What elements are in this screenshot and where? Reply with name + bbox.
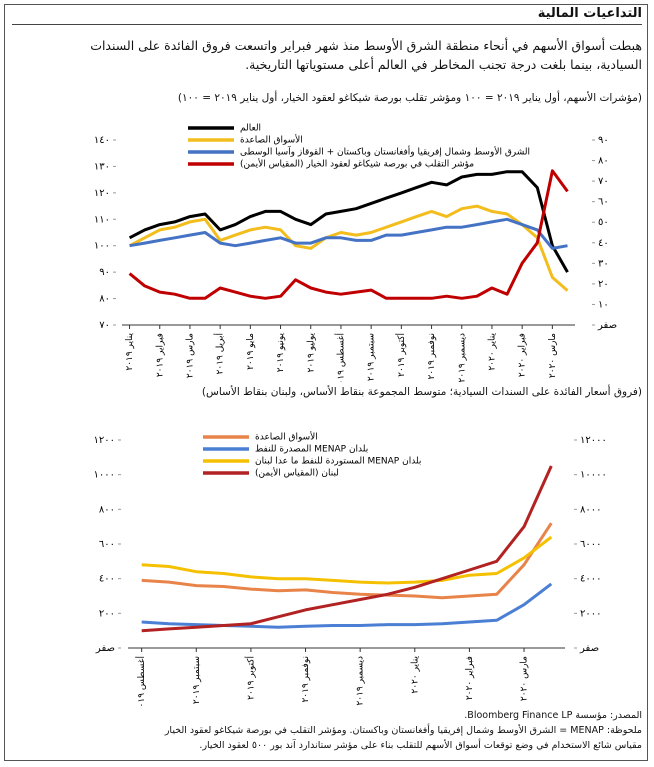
legend-label: بلدان MENAP المستوردة للنفط ما عدا لبنان xyxy=(255,457,421,467)
x-tick-label: يونيو ٢٠١٩ xyxy=(276,333,286,373)
y-tick-label: ٦٠٠ xyxy=(99,539,115,550)
x-tick-label: ديسمبر ٢٠١٩ xyxy=(356,656,366,706)
x-tick-label: أغسطس ٢٠١٩ xyxy=(334,333,346,382)
y2-tick-label: ٨٠ xyxy=(598,156,609,167)
legend-label: بلدان MENAP المصدرة للنفط xyxy=(255,445,368,455)
source: المصدر: مؤسسة Bloomberg Finance LP. xyxy=(464,710,642,721)
y2-tick-label: صفر xyxy=(579,643,599,654)
series-line xyxy=(129,217,568,250)
title: التداعيات المالية xyxy=(12,6,642,25)
chart: ٧٠ ٨٠ ٩٠ ١٠٠ ١١٠ ١٢٠ ١٣٠ ١٤٠ صفر ١٠ ٢٠ ٣٠ ٤٠ ٥٠ ٦٠ ٧٠ ٨٠… xyxy=(94,124,617,383)
x-tick-label: يوليو ٢٠١٩ xyxy=(306,333,316,373)
paragraph-line: السيادية، بينما بلغت درجة تجنب المخاطر ف… xyxy=(245,57,642,72)
series-line xyxy=(128,204,569,292)
x-tick-label: نوفمبر ٢٠١٩ xyxy=(301,656,311,703)
x-tick-label: أبريل ٢٠١٩ xyxy=(214,333,226,375)
x-tick-label: يناير ٢٠٢٠ xyxy=(410,656,420,694)
chart: صفر ٢٠٠ ٤٠٠ ٦٠٠ ٨٠٠ ١٠٠٠ ١٢٠٠ صفر ٢٠٠٠ ٤٠٠٠ ٦٠٠٠ ٨٠… xyxy=(94,431,607,709)
paragraph-line: هبطت أسواق الأسهم في أنحاء منطقة الشرق ا… xyxy=(90,38,642,53)
series-line xyxy=(128,170,569,273)
legend-label: العالم xyxy=(240,124,261,134)
y2-tick-label: ٦٠٠٠ xyxy=(580,539,601,550)
y-tick-label: ١١٠ xyxy=(94,214,110,225)
y-tick-label: ٨٠٠ xyxy=(99,504,115,515)
paragraph: هبطت أسواق الأسهم في أنحاء منطقة الشرق ا… xyxy=(12,36,642,74)
series-line xyxy=(128,169,569,300)
y-tick-label: ٢٠٠ xyxy=(99,608,115,619)
y2-tick-label: ١٠٠٠٠ xyxy=(580,470,607,481)
y2-tick-label: ١٢٠٠٠ xyxy=(580,435,607,446)
legend-label: مؤشر التقلب في بورصة شيكاغو لعقود الخيار… xyxy=(240,158,474,170)
y-tick-label: صفر xyxy=(95,643,115,654)
legend-label: الأسواق الصاعدة xyxy=(255,431,318,443)
y-tick-label: ٩٠ xyxy=(99,267,110,278)
x-tick-label: يناير ٢٠١٩ xyxy=(125,333,135,371)
x-tick-label: أكتوبر ٢٠١٩ xyxy=(395,333,407,377)
y-tick-label: ١٢٠ xyxy=(94,188,110,199)
y-tick-label: ١٠٠ xyxy=(94,241,110,252)
y-tick-label: ٨٠ xyxy=(99,294,110,305)
x-tick-label: نوفمبر ٢٠١٩ xyxy=(427,333,437,380)
series-line xyxy=(141,535,553,585)
y-tick-label: ١٠٠٠ xyxy=(94,470,115,481)
y2-tick-label: صفر xyxy=(597,320,617,331)
x-tick-label: مارس ٢٠٢٠ xyxy=(548,333,558,378)
y-tick-label: ١٤٠ xyxy=(94,135,110,146)
x-tick-label: سبتمبر ٢٠١٩ xyxy=(367,333,377,381)
y-tick-label: ٤٠٠ xyxy=(99,574,115,585)
y2-tick-label: ٣٠ xyxy=(598,258,609,269)
chart-subtitle: (مؤشرات الأسهم، أول يناير ٢٠١٩ = ١٠٠ ومؤ… xyxy=(177,92,642,104)
x-tick-label: فبراير ٢٠٢٠ xyxy=(518,333,528,377)
footer: المصدر: مؤسسة Bloomberg Finance LP. ملحو… xyxy=(12,708,642,753)
y2-tick-label: ٢٠٠٠ xyxy=(580,608,601,619)
legend-label: الشرق الأوسط وشمال إفريقيا وأفغانستان وب… xyxy=(240,146,530,158)
y-tick-label: ٧٠ xyxy=(99,320,110,331)
x-tick-label: فبراير ٢٠١٩ xyxy=(155,333,165,377)
chart-subtitle: (فروق أسعار الفائدة على السندات السيادية… xyxy=(201,386,642,398)
series-line xyxy=(141,582,553,629)
y2-tick-label: ٧٠ xyxy=(598,176,609,187)
y2-tick-label: ٨٠٠٠ xyxy=(580,504,601,515)
x-tick-label: مارس ٢٠١٩ xyxy=(185,333,195,378)
series-line xyxy=(141,522,553,600)
x-tick-label: ديسمبر ٢٠١٩ xyxy=(457,333,467,382)
y2-tick-label: ٩٠ xyxy=(598,135,609,146)
y2-tick-label: ١٠ xyxy=(598,299,609,310)
x-tick-label: أغسطس ٢٠١٩ xyxy=(135,656,147,708)
note: مقياس شائع الاستخدام في وضع توقعات أسواق… xyxy=(199,740,642,751)
y-tick-label: ١٣٠ xyxy=(94,161,110,172)
x-tick-label: أكتوبر ٢٠١٩ xyxy=(244,656,256,700)
y2-tick-label: ٤٠٠٠ xyxy=(580,574,601,585)
y2-tick-label: ٤٠ xyxy=(598,238,609,249)
y2-tick-label: ٢٠ xyxy=(598,279,609,290)
x-tick-label: مايو ٢٠١٩ xyxy=(246,333,256,370)
x-tick-label: سبتمبر ٢٠١٩ xyxy=(192,656,202,704)
frame xyxy=(4,4,648,761)
x-tick-label: فبراير ٢٠٢٠ xyxy=(465,656,475,700)
x-tick-label: يناير ٢٠٢٠ xyxy=(487,333,497,371)
y-tick-label: ١٢٠٠ xyxy=(94,435,115,446)
legend-label: لبنان (المقياس الأيمن) xyxy=(255,467,339,479)
note: ملحوظة: MENAP = الشرق الأوسط وشمال إفريق… xyxy=(164,725,642,736)
y2-tick-label: ٥٠ xyxy=(598,217,609,228)
series-line xyxy=(141,465,553,633)
legend-label: الأسواق الصاعدة xyxy=(240,134,303,146)
x-tick-label: مارس ٢٠٢٠ xyxy=(520,656,530,701)
y2-tick-label: ٦٠ xyxy=(598,197,609,208)
